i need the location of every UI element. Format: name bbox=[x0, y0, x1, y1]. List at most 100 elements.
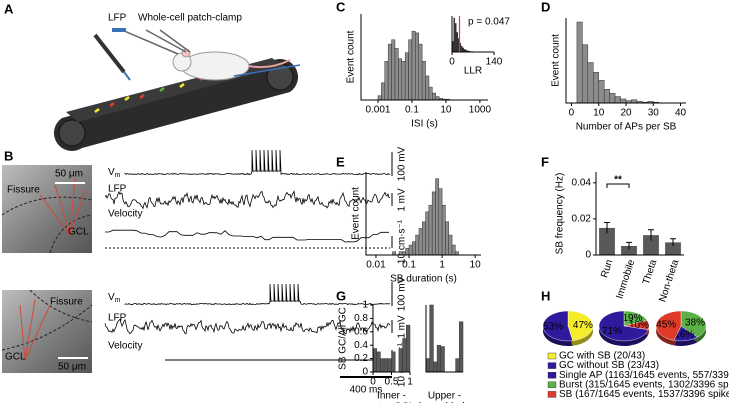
annotation: p = 0.047 bbox=[468, 17, 510, 28]
legend-swatch bbox=[547, 381, 557, 388]
histogram-bar bbox=[436, 344, 442, 373]
x-tick-label: 10 bbox=[593, 108, 605, 119]
histogram-bar bbox=[376, 351, 381, 373]
electrode-label: LFP bbox=[108, 13, 127, 24]
x-tick-label: 30 bbox=[648, 108, 660, 119]
image-label: Fissure bbox=[7, 185, 40, 196]
panel-label: A bbox=[4, 1, 14, 16]
histogram-bar bbox=[384, 61, 389, 101]
legend-swatch bbox=[547, 362, 557, 369]
histogram-bar bbox=[411, 30, 416, 101]
histogram-bar bbox=[464, 49, 466, 52]
x-axis-label: ISI (s) bbox=[411, 119, 438, 130]
histogram-bar bbox=[441, 204, 446, 256]
legend-label: GC without SB (23/43) bbox=[559, 360, 659, 371]
lfp-trace bbox=[104, 190, 391, 210]
x-tick-label: 1 bbox=[407, 377, 413, 388]
histogram-bar bbox=[458, 38, 460, 52]
dropper bbox=[93, 33, 126, 74]
y-tick-label: 1 bbox=[362, 300, 368, 311]
image-label: GCL bbox=[5, 352, 26, 363]
histogram-bar bbox=[452, 41, 454, 52]
histogram-bar bbox=[415, 32, 419, 101]
x-tick-label: 40 bbox=[675, 108, 687, 119]
x-tick-label: 0.01 bbox=[366, 260, 386, 271]
trace-label: LFP bbox=[108, 313, 127, 324]
pie-label: 19% bbox=[622, 313, 642, 324]
x-axis-label: Inner - bbox=[377, 391, 406, 402]
pie-slice bbox=[655, 310, 682, 341]
histogram-bar bbox=[598, 80, 605, 104]
mouse-tail bbox=[248, 59, 291, 69]
boundary bbox=[29, 289, 93, 323]
trace-label: Velocity bbox=[108, 341, 142, 352]
histogram-bar bbox=[408, 39, 413, 101]
histogram-bar bbox=[425, 75, 430, 101]
y-axis-label: SB GC/All GC bbox=[338, 307, 349, 370]
histogram-bar bbox=[461, 45, 463, 52]
histogram-bar bbox=[582, 44, 589, 104]
histogram-bar bbox=[383, 358, 389, 373]
x-axis-label: Number of APs per SB bbox=[576, 122, 677, 133]
image-label: 50 μm bbox=[58, 362, 86, 373]
x-tick-label: 1000 bbox=[469, 105, 492, 116]
dropper-tip bbox=[123, 71, 131, 81]
bar bbox=[643, 235, 659, 255]
histogram-bar bbox=[453, 17, 455, 52]
trace-label: Vm bbox=[108, 292, 121, 304]
histogram-bar bbox=[435, 96, 440, 101]
category-label: Theta bbox=[641, 258, 659, 286]
trace-label-main: V bbox=[108, 167, 115, 178]
histogram-bar bbox=[398, 348, 403, 373]
pie-label: 45% bbox=[656, 319, 676, 330]
histogram-bar bbox=[394, 48, 399, 101]
x-tick-label: 20 bbox=[620, 108, 632, 119]
electrode-holder bbox=[112, 28, 126, 32]
roller bbox=[58, 119, 86, 147]
category-label: Non-theta bbox=[657, 258, 681, 304]
scale-label: 400 ms bbox=[350, 385, 383, 396]
histogram-bar bbox=[425, 211, 430, 256]
histogram-bar bbox=[387, 358, 392, 373]
panel-label: B bbox=[4, 148, 13, 163]
x-tick-label: 0 bbox=[569, 108, 575, 119]
x-tick-label: 0.1 bbox=[402, 260, 416, 271]
y-axis-label: Event count bbox=[551, 34, 562, 87]
panel-label: D bbox=[541, 0, 550, 14]
histogram-bar bbox=[576, 21, 583, 104]
image-label: Fissure bbox=[50, 297, 83, 308]
legend-label: Single AP (1163/1645 events, 557/3396 sp… bbox=[559, 370, 729, 381]
x-axis-label: LLR bbox=[464, 66, 482, 77]
annotation: ** bbox=[614, 175, 622, 186]
histogram-bar bbox=[445, 221, 449, 256]
boundary bbox=[1, 304, 93, 351]
axis bbox=[565, 18, 686, 104]
trace-label: Vm bbox=[108, 167, 121, 179]
category-label: Run bbox=[599, 258, 615, 279]
electrodes bbox=[121, 29, 191, 55]
sensor-cable bbox=[233, 64, 301, 77]
trace-label-sub: m bbox=[115, 297, 121, 304]
histogram-bar bbox=[429, 304, 434, 373]
scale-label: 100 mV bbox=[397, 146, 408, 181]
bar bbox=[665, 242, 681, 255]
histogram-bar bbox=[435, 178, 440, 256]
legend-swatch bbox=[547, 352, 557, 360]
histogram-bar bbox=[451, 244, 456, 256]
legend-label: SB (167/1645 events, 1537/3396 spikes) bbox=[559, 389, 729, 400]
image-label: 50 μm bbox=[55, 169, 83, 180]
pie-label: 71% bbox=[602, 326, 622, 337]
panel-label: H bbox=[541, 288, 550, 303]
scale-label: 100 mV bbox=[397, 276, 408, 311]
category-label: Immobile bbox=[614, 258, 637, 300]
histogram-bar bbox=[380, 358, 385, 373]
histogram-bar bbox=[465, 49, 467, 52]
pie-slice bbox=[680, 310, 707, 338]
histogram-bar bbox=[431, 191, 436, 256]
bar bbox=[621, 245, 637, 255]
x-tick-label: 0.001 bbox=[365, 105, 390, 116]
histogram-bar bbox=[415, 234, 420, 256]
x-axis-label: SB duration (s) bbox=[390, 274, 457, 285]
neuron bbox=[19, 299, 51, 361]
